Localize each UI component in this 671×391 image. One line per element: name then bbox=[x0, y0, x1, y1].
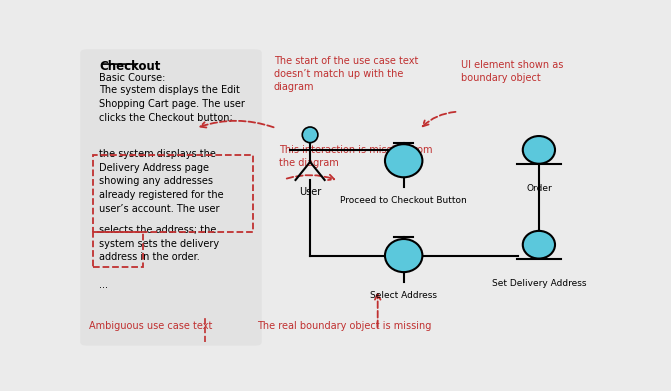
Text: Ambiguous use case text: Ambiguous use case text bbox=[89, 321, 213, 332]
FancyBboxPatch shape bbox=[81, 49, 262, 346]
Text: Order: Order bbox=[526, 184, 552, 193]
Text: User: User bbox=[299, 187, 321, 197]
Text: Set Delivery Address: Set Delivery Address bbox=[492, 279, 586, 288]
Text: The start of the use case text
doesn’t match up with the
diagram: The start of the use case text doesn’t m… bbox=[274, 56, 418, 91]
Ellipse shape bbox=[523, 231, 555, 258]
Ellipse shape bbox=[385, 239, 423, 272]
Bar bbox=[93, 232, 143, 267]
Ellipse shape bbox=[302, 127, 318, 143]
Text: selects the address; the
system sets the delivery
address in the order.: selects the address; the system sets the… bbox=[99, 225, 219, 262]
Ellipse shape bbox=[385, 144, 423, 177]
Text: the system displays the
Delivery Address page
showing any addresses
already regi: the system displays the Delivery Address… bbox=[99, 149, 224, 214]
Text: This interaction is missing from
the diagram: This interaction is missing from the dia… bbox=[279, 145, 432, 168]
Text: Basic Course:: Basic Course: bbox=[99, 74, 166, 83]
Text: Checkout: Checkout bbox=[99, 61, 161, 74]
Bar bbox=[93, 155, 254, 232]
Text: Proceed to Checkout Button: Proceed to Checkout Button bbox=[340, 196, 467, 205]
Text: ...: ... bbox=[99, 280, 109, 290]
Text: The system displays the Edit
Shopping Cart page. The user
clicks the Checkout bu: The system displays the Edit Shopping Ca… bbox=[99, 86, 246, 123]
Text: UI element shown as
boundary object: UI element shown as boundary object bbox=[461, 61, 563, 83]
Ellipse shape bbox=[523, 136, 555, 164]
Text: Select Address: Select Address bbox=[370, 291, 437, 300]
Text: The real boundary object is missing: The real boundary object is missing bbox=[257, 321, 431, 332]
